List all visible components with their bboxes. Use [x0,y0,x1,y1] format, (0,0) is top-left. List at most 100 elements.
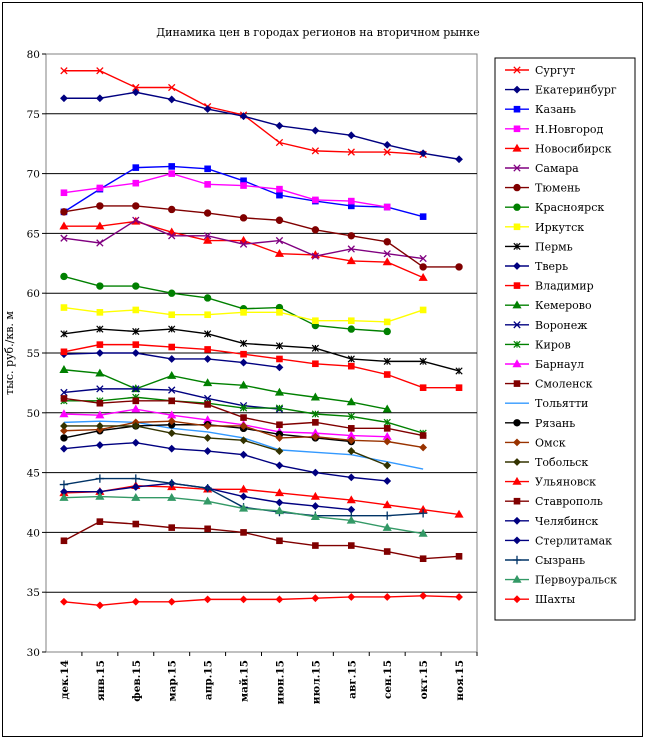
legend-marker [513,164,521,172]
data-point [96,325,104,333]
series-2 [60,163,427,220]
data-point [382,522,392,531]
data-point [167,444,176,453]
legend-label: Самара [535,162,579,175]
data-point [132,216,140,224]
data-point [168,83,176,92]
data-point [311,344,319,352]
data-point [274,249,285,257]
legend-label: Новосибирск [535,142,612,155]
data-point [239,214,248,222]
data-point [132,327,140,336]
data-point [238,380,249,389]
data-point [131,88,140,97]
data-point [60,434,68,442]
data-point [96,67,104,75]
legend-entry: Первоуральск [505,574,617,587]
data-point [383,203,391,211]
series-line [63,328,460,372]
data-point [239,450,248,459]
legend-marker [512,555,522,565]
data-point [347,542,355,549]
data-point [167,429,176,438]
legend-entry: Новосибирск [505,142,612,155]
y-tick-label: 35 [27,587,40,599]
data-point [238,503,249,512]
legend-marker [513,85,521,94]
data-point [204,181,211,188]
legend-marker [513,438,521,447]
legend-entry: Кемерово [505,299,592,312]
data-point [419,591,428,600]
x-tick-label: май.15 [239,660,251,702]
data-point [347,436,356,445]
data-point [204,165,211,173]
legend-label: Ставрополь [535,495,603,508]
data-point [60,348,68,356]
legend-entry: Шахты [505,593,575,606]
series-26 [59,491,428,537]
series-11 [60,341,463,391]
legend-label: Казань [535,103,576,116]
series-line [63,369,388,410]
data-point [383,548,391,555]
data-point [238,484,249,493]
legend-marker [512,574,522,583]
series-line [63,441,388,482]
data-point [383,250,391,258]
data-point [455,155,463,164]
legend-entry: Владимир [505,280,594,293]
data-point [310,491,320,500]
legend-entry: Омск [505,436,566,449]
legend-entry: Стерлитамак [505,534,612,547]
data-point [347,245,355,253]
legend-entry: Иркутск [505,221,584,234]
data-point [168,232,176,240]
data-point [418,528,428,537]
data-point [312,419,319,426]
data-point [96,282,104,290]
data-point [455,263,463,271]
legend-label: Тверь [535,260,568,273]
data-point [383,318,391,326]
data-point [383,418,391,426]
data-point [96,239,104,247]
data-point [455,384,463,391]
legend-label: Стерлитамак [535,534,612,547]
data-point [311,594,320,603]
legend-marker [513,380,521,387]
legend-marker [513,183,521,192]
series-4 [59,216,428,281]
series-line [63,220,424,279]
data-point [203,105,212,113]
data-point [418,272,428,281]
data-point [95,491,105,500]
data-point [275,342,284,350]
data-point [131,474,140,483]
legend-entry: Ставрополь [505,495,603,508]
data-point [203,496,213,505]
series-6 [60,202,463,271]
data-point [383,327,391,336]
data-point [96,518,104,525]
data-point [347,317,355,325]
data-point [275,595,284,604]
data-point [419,432,427,439]
legend-label: Сургут [535,64,575,77]
data-point [274,488,285,497]
data-point [419,213,427,220]
data-point [275,138,284,147]
data-point [95,601,104,610]
series-5 [60,216,427,263]
legend-marker [512,359,522,368]
y-tick-label: 55 [27,348,40,360]
legend-label: Иркутск [535,221,584,234]
data-point [382,404,392,413]
series-22 [60,518,463,563]
data-point [204,330,212,338]
data-point [240,414,247,421]
data-point [239,436,248,445]
legend-marker [513,282,521,289]
data-point [276,355,283,363]
data-point [132,341,140,348]
